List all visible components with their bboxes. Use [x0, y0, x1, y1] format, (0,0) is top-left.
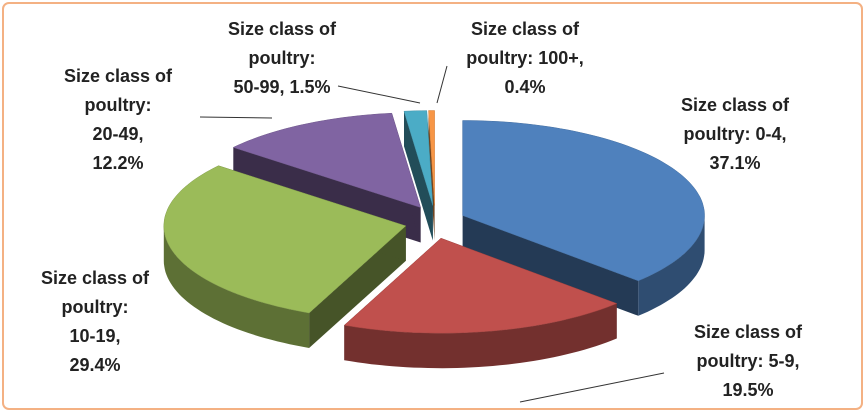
slice: [232, 112, 421, 208]
data-label: Size class of poultry: 20-49, 12.2%: [64, 66, 173, 173]
leader-lines: [199, 65, 665, 403]
leader-line: [519, 372, 665, 403]
slice: [343, 237, 618, 334]
slice-side: [462, 215, 639, 316]
slice-side: [428, 110, 435, 241]
slice: [428, 110, 435, 206]
slice-wall: [638, 215, 705, 316]
slice-side: [404, 111, 433, 241]
leader-line: [337, 85, 421, 104]
data-label: Size class of poultry: 50-99, 1.5%: [228, 19, 337, 97]
slice: [462, 120, 705, 282]
data-label: Size class of poultry: 10-19, 29.4%: [41, 268, 150, 375]
leader-line: [199, 116, 273, 119]
data-label: Size class of poultry: 100+, 0.4%: [466, 19, 584, 97]
pie: [163, 110, 705, 369]
slice: [403, 110, 434, 206]
data-label: Size class of poultry: 0-4, 37.1%: [681, 95, 790, 173]
data-labels: Size class of poultry: 0-4, 37.1% Size clas…: [41, 19, 803, 400]
data-label: Size class of poultry: 5-9, 19.5%: [694, 322, 803, 400]
leader-line: [436, 65, 448, 104]
slice-wall: [163, 225, 310, 348]
slice-side: [309, 225, 406, 348]
slice: [163, 165, 407, 314]
slice-wall: [344, 303, 617, 369]
